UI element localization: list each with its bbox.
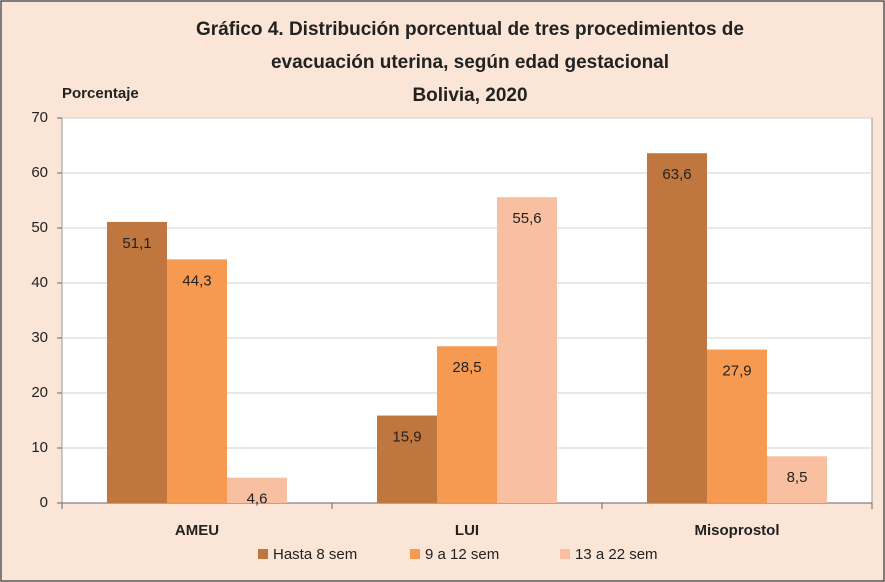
data-label: 55,6: [512, 210, 541, 227]
bar: [767, 456, 827, 503]
y-tick-label: 30: [31, 329, 48, 346]
legend-label: 9 a 12 sem: [425, 546, 499, 563]
y-tick-label: 70: [31, 109, 48, 126]
bar: [107, 221, 167, 503]
data-label: 8,5: [787, 469, 808, 486]
y-tick-label: 10: [31, 439, 48, 456]
y-tick-label: 40: [31, 274, 48, 291]
data-label: 15,9: [392, 429, 421, 446]
data-label: 51,1: [122, 235, 151, 252]
y-tick-label: 60: [31, 164, 48, 181]
legend-swatch: [410, 549, 420, 559]
bar: [167, 259, 227, 503]
y-tick-label: 0: [40, 494, 48, 511]
x-tick-label: LUI: [455, 522, 479, 539]
data-label: 63,6: [662, 166, 691, 183]
y-tick-label: 50: [31, 219, 48, 236]
legend-swatch: [560, 549, 570, 559]
legend-label: Hasta 8 sem: [273, 546, 357, 563]
data-label: 27,9: [722, 363, 751, 380]
chart-title: evacuación uterina, según edad gestacion…: [271, 52, 669, 73]
data-label: 44,3: [182, 272, 211, 289]
bar: [227, 477, 287, 503]
y-tick-label: 20: [31, 384, 48, 401]
data-label: 28,5: [452, 359, 481, 376]
bar: [497, 197, 557, 503]
data-label: 4,6: [247, 491, 268, 508]
legend-label: 13 a 22 sem: [575, 546, 658, 563]
x-tick-label: Misoprostol: [695, 522, 780, 539]
x-tick-label: AMEU: [175, 522, 219, 539]
chart-title: Bolivia, 2020: [412, 85, 527, 106]
bar: [707, 349, 767, 503]
legend-swatch: [258, 549, 268, 559]
y-axis-label: Porcentaje: [62, 85, 139, 102]
bar: [377, 415, 437, 503]
bar: [437, 346, 497, 503]
chart-title: Gráfico 4. Distribución porcentual de tr…: [196, 19, 744, 40]
bar: [647, 153, 707, 503]
